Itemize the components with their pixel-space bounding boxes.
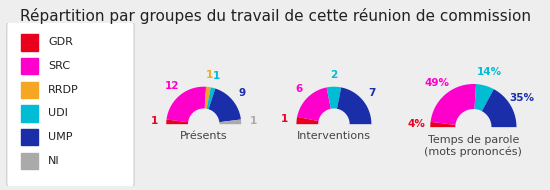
Polygon shape [296, 117, 318, 124]
Text: 4%: 4% [408, 119, 426, 129]
Polygon shape [482, 89, 516, 127]
Polygon shape [166, 120, 188, 124]
Bar [21, 58, 38, 74]
Text: 49%: 49% [425, 78, 449, 88]
Text: RRDP: RRDP [48, 85, 79, 95]
Text: UDI: UDI [48, 108, 68, 119]
Bar [21, 129, 38, 145]
Bar [21, 153, 38, 169]
Polygon shape [167, 87, 206, 122]
Text: 12: 12 [165, 81, 179, 91]
Polygon shape [327, 87, 341, 109]
Polygon shape [207, 87, 215, 109]
Text: SRC: SRC [48, 61, 70, 71]
Text: 7: 7 [368, 88, 376, 98]
Polygon shape [208, 89, 241, 122]
Text: Interventions: Interventions [297, 131, 371, 141]
Text: 1: 1 [151, 116, 158, 126]
Polygon shape [431, 84, 476, 125]
Text: 14%: 14% [476, 67, 502, 77]
Text: Présents: Présents [180, 131, 228, 141]
Bar [21, 34, 38, 51]
Polygon shape [337, 87, 371, 124]
Polygon shape [297, 87, 331, 121]
Text: Temps de parole
(mots prononcés): Temps de parole (mots prononcés) [425, 135, 522, 157]
Text: GDR: GDR [48, 37, 73, 48]
Text: NI: NI [48, 156, 60, 166]
Polygon shape [475, 84, 494, 111]
Text: Répartition par groupes du travail de cette réunion de commission: Répartition par groupes du travail de ce… [19, 8, 531, 24]
Bar [21, 105, 38, 122]
Polygon shape [219, 120, 241, 124]
Polygon shape [205, 87, 211, 109]
Polygon shape [430, 122, 455, 127]
Text: UMP: UMP [48, 132, 73, 142]
Text: 6: 6 [295, 84, 303, 94]
FancyBboxPatch shape [7, 21, 134, 188]
Text: 1: 1 [250, 116, 257, 126]
Text: 35%: 35% [510, 93, 535, 103]
Text: 1: 1 [281, 114, 288, 124]
Bar [21, 82, 38, 98]
Text: 1: 1 [212, 71, 219, 81]
Text: 9: 9 [238, 88, 245, 98]
Text: 2: 2 [331, 70, 338, 80]
Text: 1: 1 [206, 70, 213, 80]
